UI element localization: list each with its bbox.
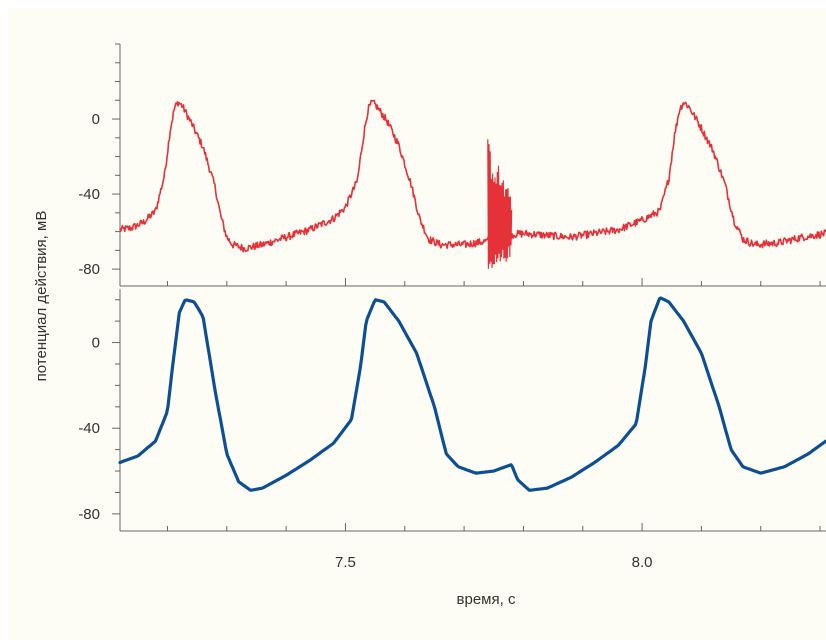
x-tick-label: 8.0 <box>632 554 653 571</box>
y-tick-label-bottom: -40 <box>78 420 100 437</box>
figure-panel: 0 -40 -80 0 -40 -80 7.5 8.0 время, с потенциал … <box>8 8 826 640</box>
trace-bottom <box>118 296 826 492</box>
trace-top <box>119 99 826 253</box>
y-tick-label-bottom: 0 <box>92 335 100 352</box>
y-tick-label-top: -40 <box>78 186 100 203</box>
x-tick-label: 7.5 <box>335 554 356 571</box>
x-axis-label: время, с <box>457 591 516 608</box>
y-tick-label-top: -80 <box>78 261 100 278</box>
artifact-burst <box>487 139 513 269</box>
chart: 0 -40 -80 0 -40 -80 7.5 8.0 время, с потенциал … <box>33 43 826 608</box>
labels: время, с потенциал действия, мВ <box>33 211 516 608</box>
y-tick-label-top: 0 <box>92 111 100 128</box>
y-tick-label-bottom: -80 <box>78 506 100 523</box>
y-axis-label: потенциал действия, мВ <box>33 211 50 382</box>
axes: 0 -40 -80 0 -40 -80 7.5 8.0 <box>78 43 826 571</box>
traces <box>118 99 826 492</box>
